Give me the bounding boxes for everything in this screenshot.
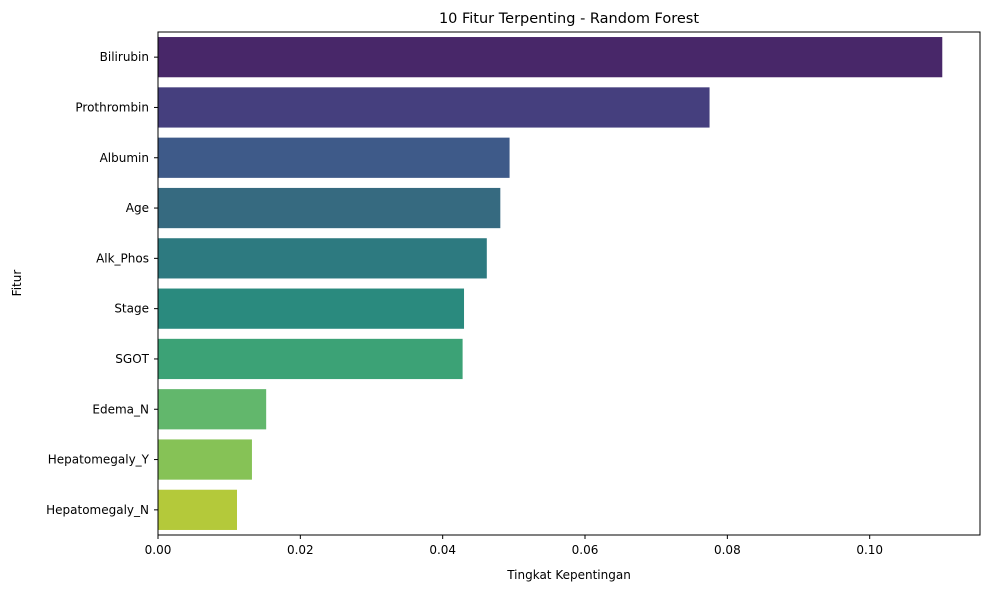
y-tick-label: SGOT	[115, 352, 149, 366]
x-tick-label: 0.02	[287, 543, 314, 557]
y-tick-label: Age	[126, 201, 149, 215]
x-tick-label: 0.08	[714, 543, 741, 557]
bar-hepatomegaly-n	[158, 489, 237, 530]
plot-area-frame	[157, 31, 981, 536]
bars-group	[158, 37, 943, 530]
y-tick-label: Hepatomegaly_Y	[48, 453, 150, 467]
y-tick-label: Edema_N	[92, 402, 149, 416]
x-axis-label: Tingkat Kepentingan	[506, 568, 631, 582]
y-tick-label: Alk_Phos	[96, 251, 149, 265]
y-tick-label: Stage	[114, 302, 149, 316]
x-tick-label: 0.04	[429, 543, 456, 557]
x-tick-label: 0.06	[572, 543, 599, 557]
x-tick-label: 0.00	[145, 543, 172, 557]
x-axis-ticks: 0.00 0.02 0.04 0.06 0.08 0.10	[145, 535, 883, 557]
bar-stage	[158, 288, 465, 329]
bar-albumin	[158, 137, 510, 178]
bar-hepatomegaly-y	[158, 439, 252, 480]
bar-alk-phos	[158, 238, 487, 279]
x-tick-label: 0.10	[856, 543, 883, 557]
bar-prothrombin	[158, 87, 710, 128]
bar-sgot	[158, 338, 463, 380]
bar-age	[158, 187, 501, 229]
y-tick-label: Bilirubin	[100, 50, 149, 64]
chart-title: 10 Fitur Terpenting - Random Forest	[439, 11, 699, 27]
y-tick-label: Hepatomegaly_N	[46, 503, 149, 517]
bar-edema-n	[158, 389, 267, 430]
y-axis-ticks: Bilirubin Prothrombin Albumin Age Alk_Phos St…	[46, 50, 158, 517]
y-tick-label: Prothrombin	[75, 100, 149, 114]
y-axis-label: Fitur	[10, 270, 24, 297]
y-tick-label: Albumin	[100, 151, 149, 165]
bar-bilirubin	[158, 37, 943, 78]
